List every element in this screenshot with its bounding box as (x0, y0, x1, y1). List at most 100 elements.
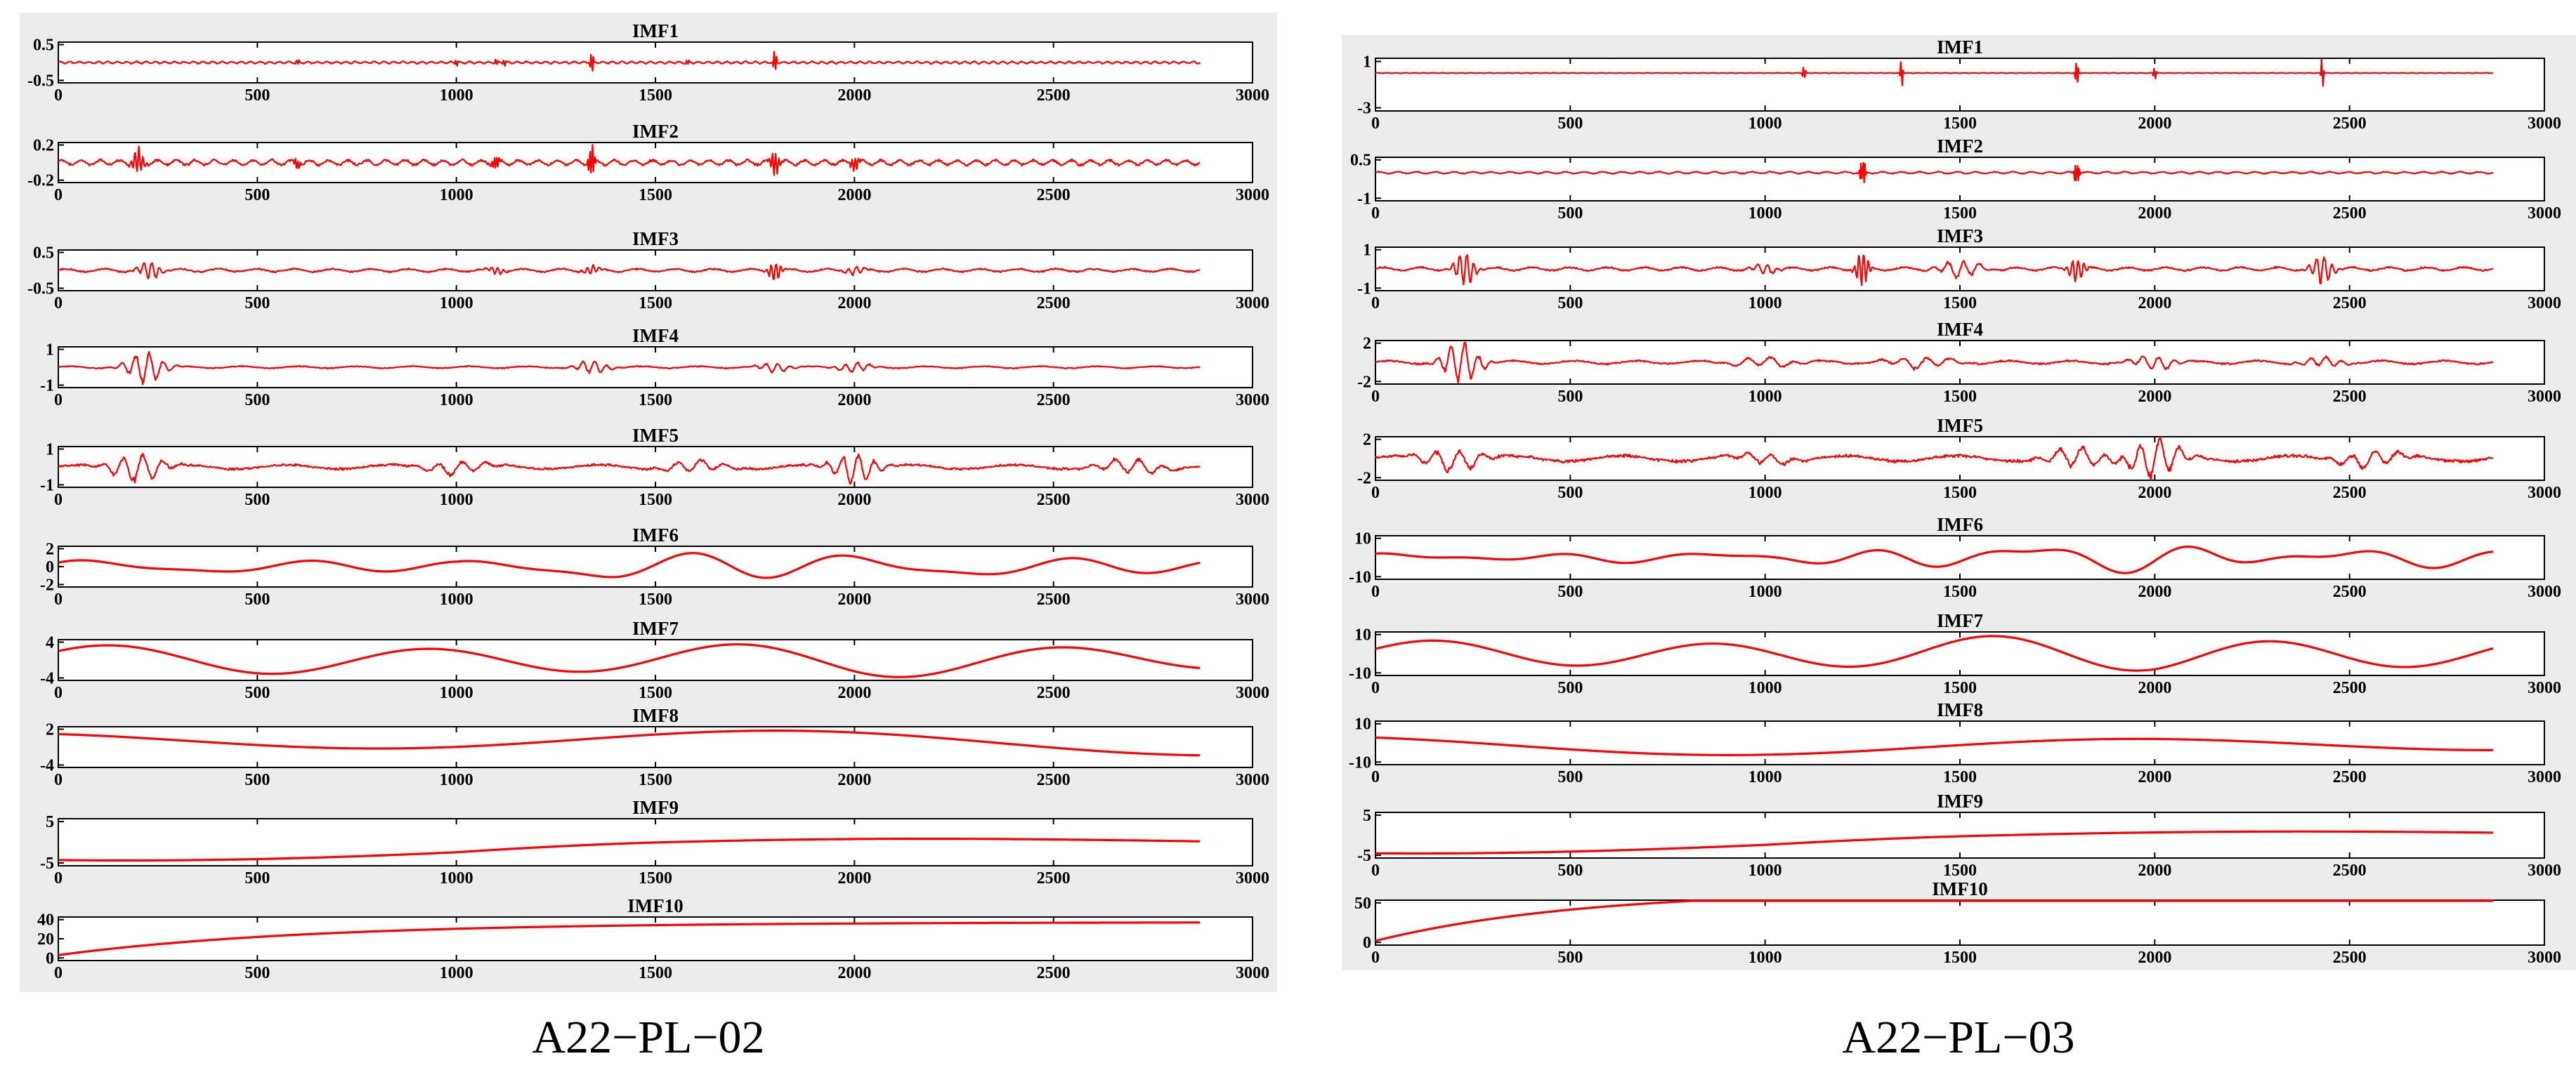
x-tick-label: 500 (1557, 768, 1583, 786)
x-tick-label: 2000 (837, 86, 871, 105)
x-tick-label: 1000 (440, 771, 473, 789)
y-tick-label: 1 (46, 440, 54, 459)
subplot-imf9: IMF9 0 500 1000 1500 2000 2500 3000 5 -5 (40, 797, 1269, 888)
y-tick-label: 2 (1363, 335, 1371, 353)
y-tick-label: 0.2 (33, 136, 54, 154)
x-tick-label: 500 (1557, 114, 1583, 133)
imf-series-line-imf1 (1375, 58, 2493, 87)
x-tick-label: 1000 (1748, 679, 1782, 697)
x-tick-label: 500 (244, 771, 270, 789)
x-tick-label: 1000 (1748, 949, 1782, 967)
x-tick-label: 2500 (2333, 583, 2367, 601)
y-tick-label: 1 (1363, 53, 1371, 72)
subplot-imf2: IMF2 0 500 1000 1500 2000 2500 3000 0.2 -0.2 (27, 121, 1269, 204)
y-tick-label: -10 (1349, 568, 1371, 586)
y-tick-label: 0 (46, 558, 54, 576)
y-tick-label: 1 (1363, 242, 1371, 260)
x-tick-label: 1000 (1748, 484, 1782, 502)
x-tick-label: 1500 (1943, 679, 1977, 697)
x-tick-label: 2500 (1037, 684, 1071, 702)
x-tick-label: 500 (244, 86, 270, 105)
x-tick-label: 500 (1557, 583, 1583, 601)
y-tick-label: -0.5 (27, 72, 54, 91)
subplot-title: IMF1 (1937, 37, 1983, 58)
y-tick-label: -10 (1349, 753, 1371, 772)
x-tick-label: 1000 (440, 684, 473, 702)
x-tick-label: 500 (244, 591, 270, 609)
subplot-title: IMF10 (627, 895, 683, 916)
y-tick-label: 4 (46, 633, 54, 652)
x-tick-label: 0 (54, 684, 63, 702)
x-tick-label: 3000 (1236, 86, 1269, 105)
y-tick-label: -4 (40, 757, 54, 775)
y-tick-label: -1 (1357, 190, 1371, 208)
imf-series-line-imf2 (58, 144, 1201, 176)
x-tick-label: 2500 (1037, 869, 1071, 888)
x-tick-label: 2500 (1037, 771, 1071, 789)
x-tick-label: 1000 (1748, 768, 1782, 786)
subplot-imf4: IMF4 0 500 1000 1500 2000 2500 3000 1 -1 (40, 325, 1269, 409)
subplot-title: IMF2 (632, 121, 679, 142)
x-tick-label: 2500 (2333, 294, 2367, 312)
x-tick-label: 500 (244, 186, 270, 204)
x-tick-label: 2500 (1037, 391, 1071, 409)
imf-figure-right: IMF1 0 500 1000 1500 2000 2500 3000 1 -3 IMF2 0 500 1… (1342, 35, 2576, 970)
y-tick-label: -1 (40, 477, 54, 495)
imf-series-line-imf2 (1375, 161, 2494, 183)
x-tick-label: 0 (1371, 204, 1380, 223)
caption-left: A22−PL−02 (532, 1012, 765, 1063)
x-tick-label: 2000 (837, 964, 871, 982)
imf-series-line-imf7 (58, 643, 1201, 678)
y-tick-label: -4 (40, 670, 54, 688)
x-tick-label: 1500 (639, 491, 672, 509)
subplot-title: IMF5 (632, 425, 679, 446)
x-tick-label: 2000 (2138, 294, 2171, 312)
y-tick-label: 0 (1363, 934, 1371, 952)
x-tick-label: 0 (54, 771, 63, 789)
x-tick-label: 3000 (1236, 491, 1269, 509)
subplot-title: IMF3 (632, 228, 679, 249)
x-tick-label: 500 (1557, 862, 1583, 880)
x-tick-label: 2500 (2333, 484, 2367, 502)
x-tick-label: 2000 (837, 771, 871, 789)
imf-series-line-imf10 (1375, 899, 2494, 942)
subplot-title: IMF7 (632, 618, 679, 639)
subplot-imf3: IMF3 0 500 1000 1500 2000 2500 3000 1 -1 (1357, 225, 2561, 312)
y-tick-label: -0.2 (27, 172, 54, 190)
subplot-title: IMF6 (632, 525, 679, 546)
x-tick-label: 500 (244, 391, 270, 409)
subplot-title: IMF9 (632, 797, 679, 818)
x-tick-label: 3000 (2528, 204, 2561, 223)
x-tick-label: 1500 (639, 86, 672, 105)
x-tick-label: 2500 (1037, 186, 1071, 204)
x-tick-label: 2500 (1037, 86, 1071, 105)
x-tick-label: 1000 (440, 491, 473, 509)
x-tick-label: 2000 (837, 684, 871, 702)
imf-series-line-imf5 (1375, 436, 2493, 481)
x-tick-label: 1500 (1943, 294, 1977, 312)
subplot-title: IMF3 (1937, 225, 1983, 246)
y-tick-label: 40 (37, 911, 54, 930)
y-tick-label: -0.5 (27, 280, 54, 298)
imf-series-line-imf7 (1375, 635, 2494, 672)
x-tick-label: 1000 (440, 294, 473, 312)
subplot-title: IMF9 (1937, 791, 1983, 812)
x-tick-label: 3000 (2528, 949, 2561, 967)
subplot-imf1: IMF1 0 500 1000 1500 2000 2500 3000 1 -3 (1357, 37, 2561, 133)
x-tick-label: 1000 (440, 869, 473, 888)
imf-series-line-imf1 (58, 51, 1201, 72)
x-tick-label: 2000 (2138, 768, 2171, 786)
imf-chart-left: IMF10 500 1000 1500 2000 2500 30000.5-0.5IMF20… (27, 20, 1269, 982)
x-tick-label: 500 (244, 491, 270, 509)
x-tick-label: 500 (244, 869, 270, 888)
subplot-imf2: IMF2 0 500 1000 1500 2000 2500 3000 0.5 -1 (1350, 136, 2561, 223)
x-tick-label: 500 (1557, 484, 1583, 502)
x-tick-label: 3000 (2528, 114, 2561, 133)
axes-box (1375, 720, 2545, 765)
x-tick-label: 1500 (1943, 949, 1977, 967)
caption-right: A22−PL−03 (1842, 1012, 2075, 1063)
x-tick-label: 3000 (1236, 771, 1269, 789)
x-tick-label: 0 (54, 591, 63, 609)
subplot-imf7: IMF7 0 500 1000 1500 2000 2500 3000 4 -4 (40, 618, 1269, 702)
